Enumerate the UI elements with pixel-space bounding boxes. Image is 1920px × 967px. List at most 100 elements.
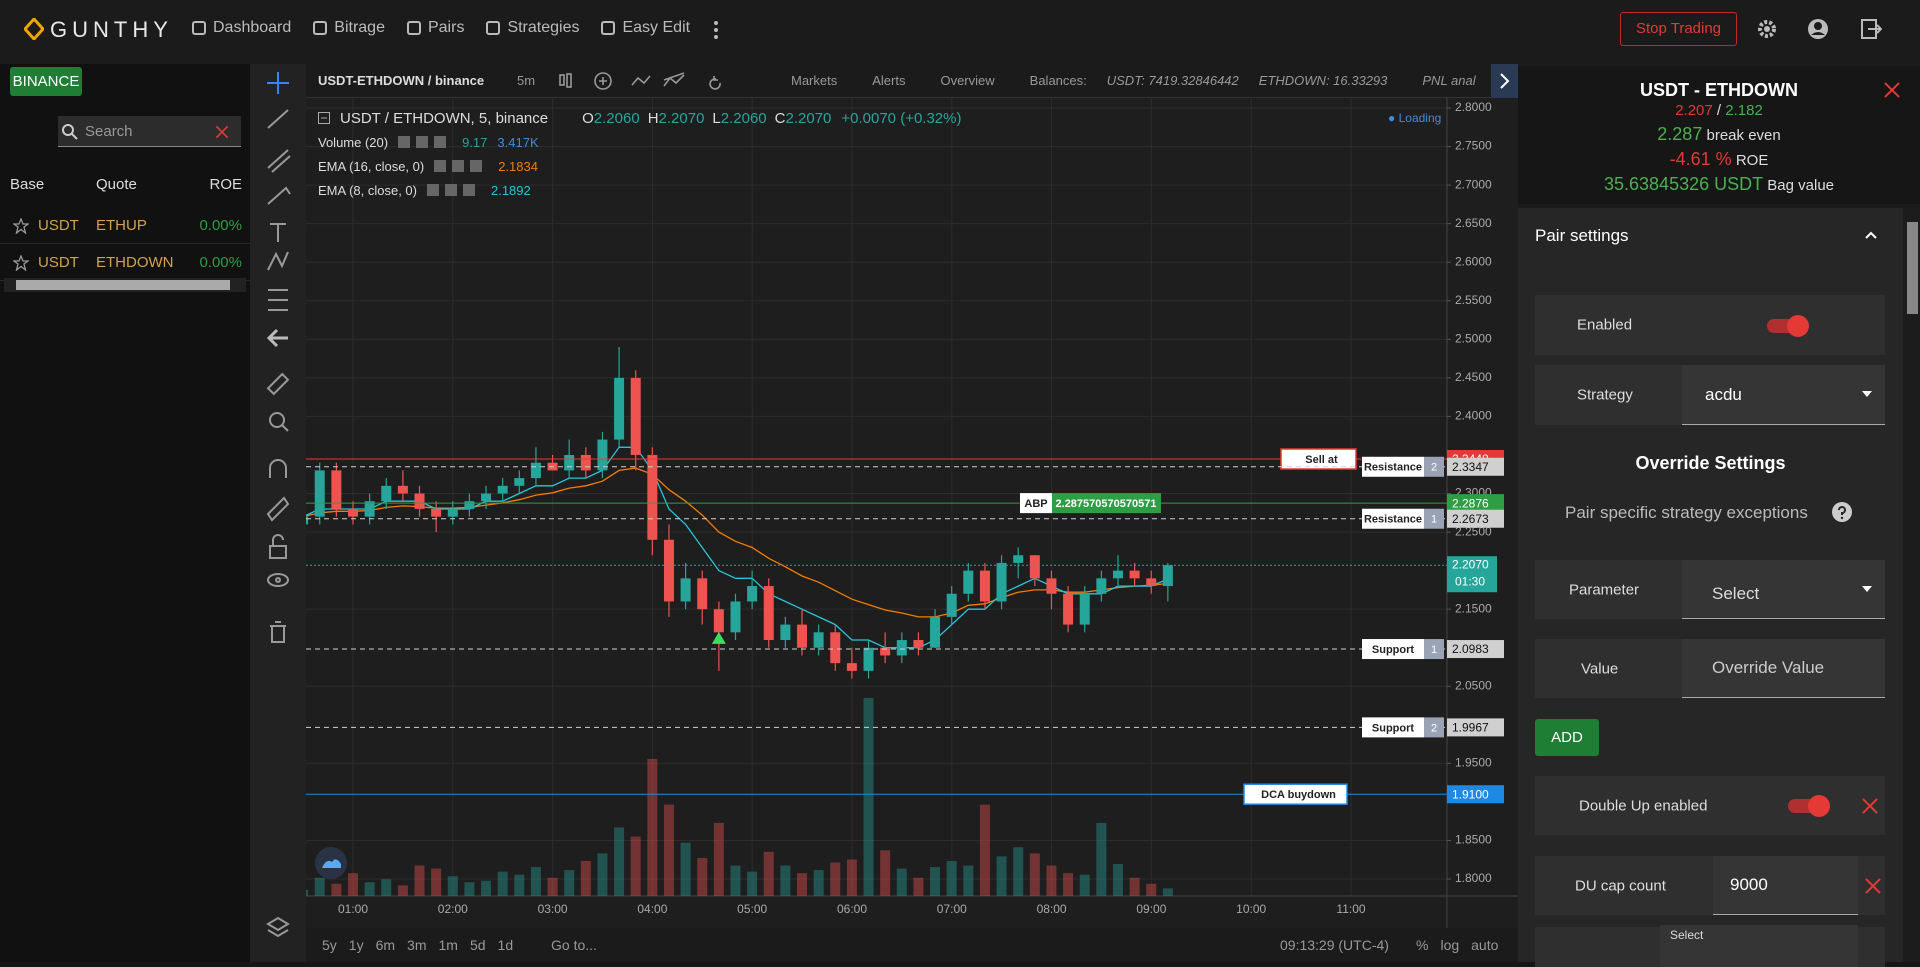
du-cap-input[interactable]: 9000 — [1713, 856, 1858, 915]
range[interactable]: 3m — [407, 937, 427, 953]
study[interactable]: Volume (20) 9.17 3.417K — [318, 135, 539, 150]
star-icon[interactable] — [13, 255, 29, 271]
next-select[interactable]: Select — [1660, 925, 1858, 967]
chart-tab[interactable]: Markets — [791, 73, 838, 88]
panel-scroll-thumb[interactable] — [1907, 222, 1918, 314]
chart-tabs: Markets Alerts Overview Balances: USDT: 7419… — [776, 73, 1476, 88]
study-controls[interactable] — [426, 184, 481, 196]
ranges: 5y 1y 6m 3m 1m 5d 1d — [322, 937, 513, 953]
x-tick-label: 09:00 — [1136, 902, 1166, 916]
scroll-tabs-button[interactable] — [1491, 64, 1518, 98]
chart-tab[interactable]: ETHDOWN: 16.33293 — [1258, 73, 1388, 88]
chart-tab[interactable]: Overview — [940, 73, 995, 88]
add-button[interactable]: ADD — [1535, 719, 1599, 756]
exchange-button[interactable]: BINANCE — [10, 67, 82, 96]
bag-label: Bag value — [1767, 177, 1834, 194]
rank-label: 1 — [1431, 514, 1437, 526]
study-controls[interactable] — [434, 160, 489, 172]
price-axis-label: 1.9967 — [1452, 721, 1489, 735]
x-tick-label: 07:00 — [937, 902, 967, 916]
range[interactable]: 5y — [322, 937, 337, 953]
candle-body — [1079, 593, 1090, 625]
tool-icons[interactable] — [250, 64, 306, 962]
panel-scrollbar[interactable] — [1905, 208, 1920, 962]
search-box[interactable]: Search — [58, 116, 241, 147]
volume-bar — [481, 880, 492, 896]
line-label-box — [1362, 456, 1424, 477]
volume-bar — [647, 758, 658, 896]
candle-body — [564, 454, 575, 471]
clock: 09:13:29 (UTC-4) — [1280, 937, 1389, 953]
range[interactable]: 5d — [469, 937, 486, 953]
candle-body — [846, 663, 857, 671]
nav-item[interactable]: Strategies — [486, 19, 579, 37]
stop-trading-button[interactable]: Stop Trading — [1620, 12, 1737, 46]
study[interactable]: EMA (8, close, 0) 2.1892 — [318, 183, 531, 198]
collapse-chevron[interactable] — [1864, 230, 1878, 240]
x-tick-label: 06:00 — [837, 902, 867, 916]
nav-item[interactable]: Pairs — [406, 19, 465, 37]
more-icon[interactable] — [712, 20, 720, 40]
section-title[interactable]: Pair settings — [1535, 226, 1629, 245]
scale-option[interactable]: log — [1440, 937, 1460, 953]
help-icon[interactable] — [1832, 502, 1852, 522]
range[interactable]: 1d — [497, 937, 514, 953]
scroll-thumb[interactable] — [16, 280, 230, 290]
candle-body — [1013, 555, 1024, 563]
study[interactable]: EMA (16, close, 0) 2.1834 — [318, 159, 538, 174]
close-icon[interactable] — [1884, 82, 1900, 98]
clear-icon[interactable] — [216, 126, 229, 139]
collapse-icon[interactable] — [318, 112, 330, 124]
nav-item[interactable]: Bitrage — [313, 19, 385, 37]
header-quote: Quote — [96, 176, 137, 193]
y-tick-label: 2.4000 — [1455, 409, 1492, 423]
candle-body — [797, 624, 808, 648]
symbol[interactable]: USDT-ETHDOWN / binance — [318, 73, 485, 88]
candle-body — [1162, 565, 1173, 587]
volume-bar — [663, 804, 674, 896]
pair-row[interactable]: USDT ETHDOWN 0.00% — [0, 244, 250, 281]
value-input[interactable]: Override Value — [1682, 639, 1885, 698]
chart-tab[interactable]: Alerts — [872, 73, 906, 88]
goto[interactable]: Go to... — [551, 937, 597, 953]
star-icon[interactable] — [13, 218, 29, 234]
nav-label: Pairs — [427, 19, 465, 36]
user-icon[interactable] — [1807, 18, 1829, 40]
nav-item[interactable]: Dashboard — [192, 19, 291, 37]
scale-option[interactable]: % — [1416, 937, 1429, 953]
remove-icon[interactable] — [1865, 878, 1881, 894]
scale-option[interactable]: auto — [1471, 937, 1499, 953]
scrollbar[interactable] — [4, 278, 246, 292]
nav-icon — [486, 21, 501, 35]
line-label: ABP — [1024, 498, 1047, 510]
range[interactable]: 1y — [348, 937, 364, 953]
settings-icon[interactable] — [1756, 18, 1778, 40]
nav-item[interactable]: Easy Edit — [601, 19, 690, 37]
rank-box — [1424, 508, 1444, 529]
pair-row[interactable]: USDT ETHUP 0.00% — [0, 207, 250, 244]
study-controls[interactable] — [398, 136, 453, 148]
parameter-value: Select — [1712, 584, 1760, 603]
ohlc-value: 2.2060 — [593, 110, 640, 127]
parameter-select[interactable]: Select — [1682, 560, 1885, 619]
enabled-toggle[interactable] — [1767, 315, 1809, 337]
volume-bar — [880, 850, 891, 896]
tv-logo[interactable] — [314, 846, 348, 880]
interval[interactable]: 5m — [517, 73, 536, 88]
strategy-select[interactable]: acdu — [1682, 365, 1885, 425]
remove-icon[interactable] — [1862, 798, 1878, 814]
chart-tab[interactable]: Balances: — [1029, 73, 1087, 88]
chart-tab[interactable]: USDT: 7419.32846442 — [1106, 73, 1239, 88]
volume-bar — [564, 870, 575, 896]
logout-icon[interactable] — [1860, 18, 1882, 40]
volume-bar — [1112, 864, 1123, 896]
ema-line — [306, 467, 1168, 618]
volume-bar — [1063, 873, 1074, 896]
legend-title[interactable]: USDT / ETHDOWN, 5, binance — [340, 110, 549, 127]
chart-tool-icons[interactable] — [556, 70, 746, 92]
double-up-toggle[interactable] — [1788, 795, 1830, 817]
override-title: Override Settings — [1635, 453, 1786, 473]
range[interactable]: 6m — [375, 937, 396, 953]
range[interactable]: 1m — [438, 937, 458, 953]
chart-tab[interactable]: PNL anal — [1422, 73, 1476, 88]
